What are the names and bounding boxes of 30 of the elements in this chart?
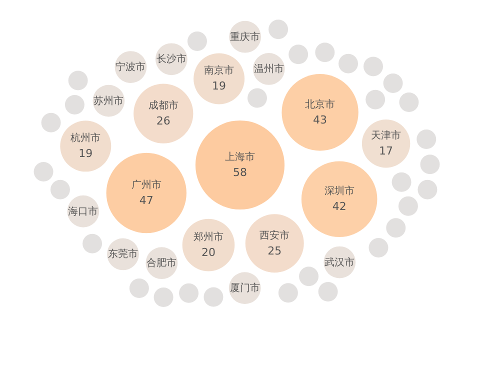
- category-label: 合肥市: [146, 257, 177, 270]
- category-label: 武汉市: [324, 256, 355, 268]
- data-label: 47: [139, 194, 154, 208]
- data-label: 42: [332, 200, 346, 214]
- data-label: 17: [379, 144, 394, 158]
- category-label: 天津市: [371, 130, 402, 142]
- category-label: 海口市: [68, 205, 98, 218]
- data-label: 19: [78, 147, 93, 160]
- category-label: 上海市: [225, 151, 255, 163]
- category-label: 苏州市: [94, 94, 124, 107]
- category-label: 成都市: [148, 100, 178, 112]
- category-label: 西安市: [260, 229, 290, 242]
- category-label: 杭州市: [70, 132, 101, 144]
- category-label: 厦门市: [230, 282, 260, 294]
- category-label: 长沙市: [156, 53, 186, 66]
- category-label: 温州市: [254, 62, 284, 75]
- category-label: 广州市: [131, 179, 162, 192]
- data-label: 19: [212, 80, 226, 93]
- category-label: 东莞市: [108, 248, 138, 260]
- category-label: 郑州市: [193, 231, 224, 244]
- data-label: 43: [313, 113, 328, 126]
- category-label: 重庆市: [230, 30, 260, 43]
- category-label: 深圳市: [324, 185, 354, 198]
- data-label: 26: [156, 114, 170, 128]
- data-label: 25: [268, 244, 282, 258]
- data-label: 20: [201, 246, 216, 260]
- category-label: 宁波市: [116, 61, 146, 74]
- data-label: 58: [233, 166, 247, 179]
- category-label: 南京市: [204, 64, 234, 77]
- category-label: 北京市: [305, 98, 336, 110]
